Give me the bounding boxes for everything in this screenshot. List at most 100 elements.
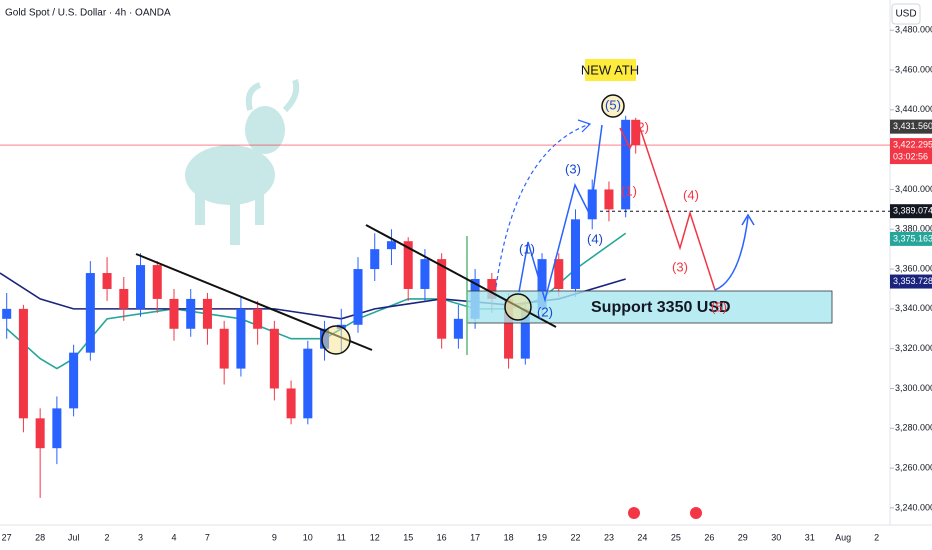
event-icon[interactable] [690,507,702,519]
arrow-head [741,213,755,226]
price-tag [890,231,932,246]
candle-body [303,348,313,419]
projection-path [619,126,716,291]
candle-body [631,119,641,146]
x-tick-label: 16 [437,532,447,542]
y-tick-label: 3,260.000 [895,462,932,472]
candle-body [403,241,413,289]
price-tag [890,274,932,289]
y-tick-label: 3,360.000 [895,263,932,273]
x-tick-label: 24 [637,532,647,542]
candle-body [236,308,246,369]
wave-label: (3) [565,161,581,176]
ath-box [585,59,636,81]
x-tick-label: 29 [738,532,748,542]
event-icon[interactable] [628,507,640,519]
candle-body [286,388,296,419]
highlight-circle [601,94,625,118]
candle-body [219,328,229,369]
currency: USD [895,9,916,20]
candle-body [18,308,28,419]
y-tick-label: 3,340.000 [895,303,932,313]
candle-body [253,308,263,329]
bull-illustration [185,79,300,245]
y-tick-label: 3,380.000 [895,224,932,234]
candle-body [85,273,95,353]
x-tick-label: 27 [2,532,12,542]
y-tick-label: 3,440.000 [895,104,932,114]
x-tick-label: 26 [704,532,714,542]
candle-body [587,189,597,220]
price-tag-countdown: 03:02:56 [893,151,928,161]
wave-label: (3) [672,259,688,274]
x-tick-label: 25 [671,532,681,542]
candle-body [504,298,514,359]
x-tick-label: 23 [604,532,614,542]
candle-body [35,418,45,449]
candle-body [621,119,631,210]
projection-arrow [714,216,749,291]
y-tick-label: 3,320.000 [895,343,932,353]
y-tick-label: 3,280.000 [895,423,932,433]
candle-body [2,308,12,319]
candle-body [269,328,279,389]
candle-body [370,249,380,270]
x-tick-label: 3 [138,532,143,542]
candle-body [453,318,463,339]
price-tag-label: 3,375.163 [893,233,932,243]
x-tick-label: 22 [570,532,580,542]
x-tick-label: 4 [171,532,176,542]
candle-body [437,259,447,339]
candle-body [52,408,62,449]
x-tick-label: Aug [835,532,851,542]
highlight-circle [504,293,532,321]
wave-label: (4) [587,231,603,246]
candle-body [386,241,396,250]
candle-body [102,273,112,289]
y-tick-label: 3,300.000 [895,383,932,393]
y-tick-label: 3,240.000 [895,502,932,512]
y-tick-label: 3,460.000 [895,64,932,74]
x-tick-label: 30 [771,532,781,542]
x-tick-label: 2 [874,532,879,542]
candle-body [186,298,196,329]
wave-label: (2) [633,119,649,134]
candle-body [604,189,614,210]
highlight-circle [321,325,351,355]
wave-path [518,124,603,303]
ath-label: NEW ATH [581,62,639,77]
candle-body [570,219,581,289]
x-tick-label: 12 [370,532,380,542]
price-tag [890,138,932,165]
x-tick-label: 2 [105,532,110,542]
x-tick-label: 17 [470,532,480,542]
candle-body [69,352,79,409]
wave-label: (1) [519,241,535,256]
wave-label: (5) [711,299,727,314]
wave-label: (1) [621,183,637,198]
wave-label: (2) [537,304,553,319]
candle-body [152,265,162,299]
candle-body [169,298,179,329]
price-tag [890,119,932,134]
price-tag-label: 3,422.295 [893,139,932,149]
wave-label: (5) [605,97,621,112]
x-tick-label: 7 [205,532,210,542]
x-tick-label: 11 [337,532,346,542]
price-tag-label: 3,431.560 [893,121,932,131]
wave-label: (4) [683,187,699,202]
candle-body [353,269,363,325]
candle-body [136,265,146,309]
x-tick-label: 18 [504,532,514,542]
x-tick-label: 19 [537,532,547,542]
x-tick-label: 9 [272,532,277,542]
candle-body [420,259,430,289]
currency-box[interactable] [891,3,921,25]
y-tick-label: 3,480.000 [895,25,932,35]
chart-title: Gold Spot / U.S. Dollar · 4h · OANDA [5,8,171,19]
arrow-head [577,119,592,133]
dashed-arc [495,123,591,288]
x-tick-label: 28 [35,532,45,542]
x-tick-label: 15 [403,532,413,542]
